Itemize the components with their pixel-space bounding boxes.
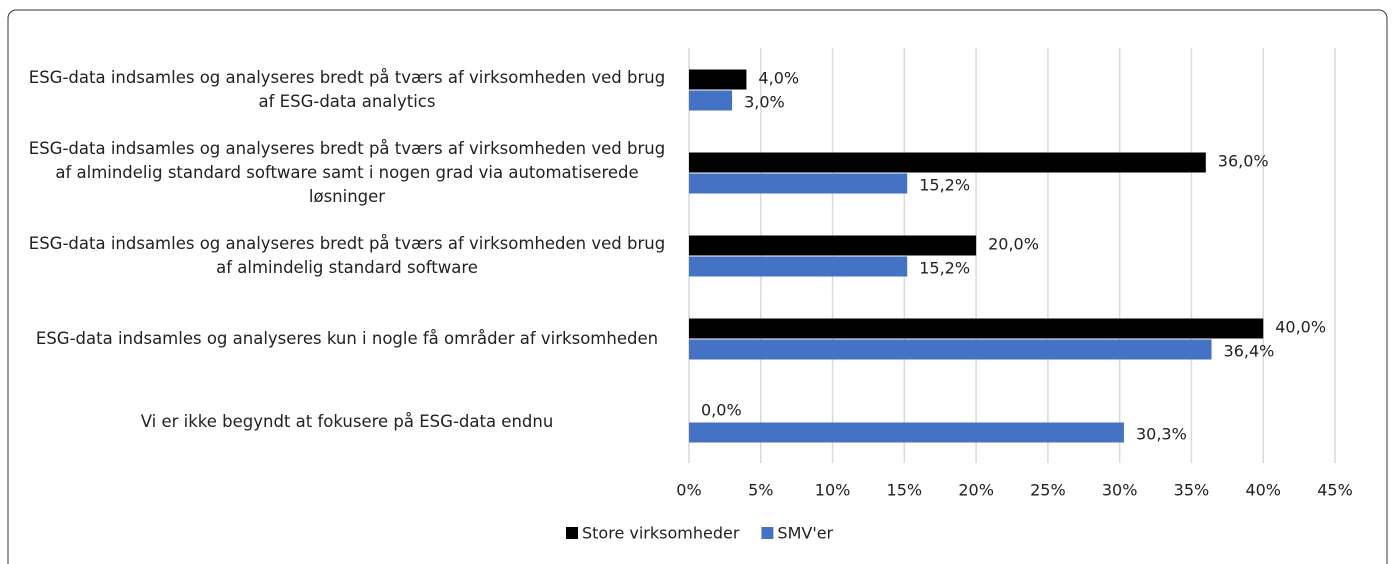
value-label: 36,4% xyxy=(1224,342,1275,361)
category-label: ESG-data indsamles og analyseres bredt p… xyxy=(28,138,666,206)
legend-label: SMV'er xyxy=(777,524,833,543)
bar xyxy=(689,318,1264,339)
legend-swatch xyxy=(566,527,578,539)
value-label: 40,0% xyxy=(1275,318,1326,337)
category-label: ESG-data indsamles og analyseres bredt p… xyxy=(28,67,666,111)
value-label: 3,0% xyxy=(744,93,785,112)
category-label: ESG-data indsamles og analyseres bredt p… xyxy=(28,233,666,277)
x-tick-label: 20% xyxy=(958,481,994,500)
bar xyxy=(689,256,908,277)
value-label: 15,2% xyxy=(919,259,970,278)
x-tick-label: 0% xyxy=(676,481,701,500)
bar xyxy=(689,90,733,111)
value-label: 4,0% xyxy=(758,69,799,88)
frame xyxy=(7,9,1388,564)
x-tick-label: 45% xyxy=(1317,481,1353,500)
legend-swatch xyxy=(761,527,774,539)
legend-label: Store virksomheder xyxy=(582,524,740,543)
value-label: 36,0% xyxy=(1218,152,1269,171)
x-tick-label: 35% xyxy=(1174,481,1210,500)
bar xyxy=(689,339,1212,360)
bar xyxy=(689,152,1206,173)
bar xyxy=(689,69,747,90)
bar xyxy=(689,173,908,194)
x-tick-label: 40% xyxy=(1245,481,1281,500)
bar xyxy=(689,422,1124,443)
value-label: 15,2% xyxy=(919,176,970,195)
x-tick-label: 25% xyxy=(1030,481,1066,500)
value-label: 30,3% xyxy=(1136,425,1187,444)
x-tick-label: 30% xyxy=(1102,481,1138,500)
x-tick-label: 5% xyxy=(748,481,773,500)
value-label: 20,0% xyxy=(988,235,1039,254)
value-label: 0,0% xyxy=(701,401,742,420)
bar xyxy=(689,235,977,256)
category-label: ESG-data indsamles og analyseres kun i n… xyxy=(35,328,659,348)
x-tick-label: 15% xyxy=(887,481,923,500)
category-label: Vi er ikke begyndt at fokusere på ESG-da… xyxy=(140,411,554,431)
x-tick-label: 10% xyxy=(815,481,851,500)
